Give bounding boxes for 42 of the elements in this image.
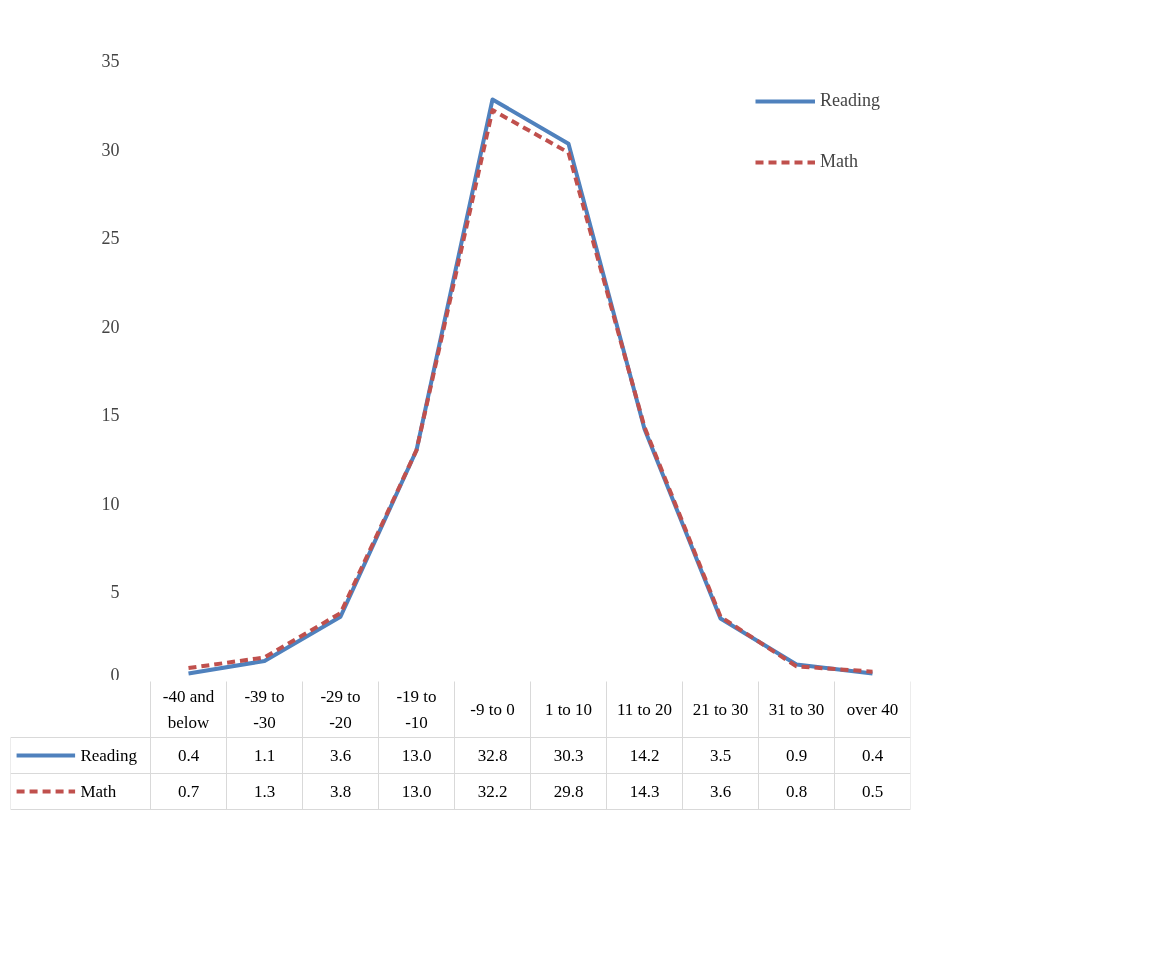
y-tick-label: 10 xyxy=(101,493,120,514)
x-tick-label: -29 to -20 xyxy=(320,687,361,732)
data-label: 3.5 xyxy=(709,746,732,765)
legend-label: Reading xyxy=(820,90,880,111)
x-tick-label: -40 and below xyxy=(162,687,215,732)
y-tick-label: 0 xyxy=(110,664,120,685)
y-tick-label: 5 xyxy=(110,582,120,603)
y-tick-label: 25 xyxy=(101,228,120,249)
data-label: 1.1 xyxy=(253,746,276,765)
x-tick-label: 21 to 30 xyxy=(692,700,749,719)
data-label: 3.8 xyxy=(329,782,352,801)
data-label: 32.8 xyxy=(477,746,508,765)
data-label: 0.8 xyxy=(785,782,808,801)
y-tick-label: 20 xyxy=(101,316,120,337)
x-tick-label: -19 to -10 xyxy=(396,687,437,732)
data-label: 14.2 xyxy=(629,746,660,765)
data-label: 13.0 xyxy=(401,746,432,765)
data-label: 1.3 xyxy=(253,782,276,801)
legend-label: Math xyxy=(820,151,858,172)
x-tick-label: -39 to -30 xyxy=(244,687,285,732)
data-label: 32.2 xyxy=(477,782,508,801)
x-tick-label: 11 to 20 xyxy=(616,700,673,719)
text: Reading xyxy=(80,746,138,765)
y-tick-label: 35 xyxy=(101,51,120,71)
data-label: 0.5 xyxy=(861,782,884,801)
data-label: 30.3 xyxy=(553,746,584,765)
x-tick-label: 31 to 30 xyxy=(768,700,825,719)
x-tick-label: -9 to 0 xyxy=(470,700,515,719)
data-label: 29.8 xyxy=(553,782,584,801)
data-label: 3.6 xyxy=(709,782,732,801)
y-tick-label: 15 xyxy=(101,405,120,426)
text: Math xyxy=(80,782,117,801)
data-label: 3.6 xyxy=(329,746,352,765)
data-label: 0.7 xyxy=(177,782,200,801)
data-label: 13.0 xyxy=(401,782,432,801)
x-tick-label: over 40 xyxy=(846,700,899,719)
data-label: 0.9 xyxy=(785,746,808,765)
data-label: 14.3 xyxy=(629,782,660,801)
x-tick-label: 1 to 10 xyxy=(544,700,593,719)
y-tick-label: 30 xyxy=(101,139,120,160)
data-label: 0.4 xyxy=(177,746,200,765)
data-label: 0.4 xyxy=(861,746,884,765)
